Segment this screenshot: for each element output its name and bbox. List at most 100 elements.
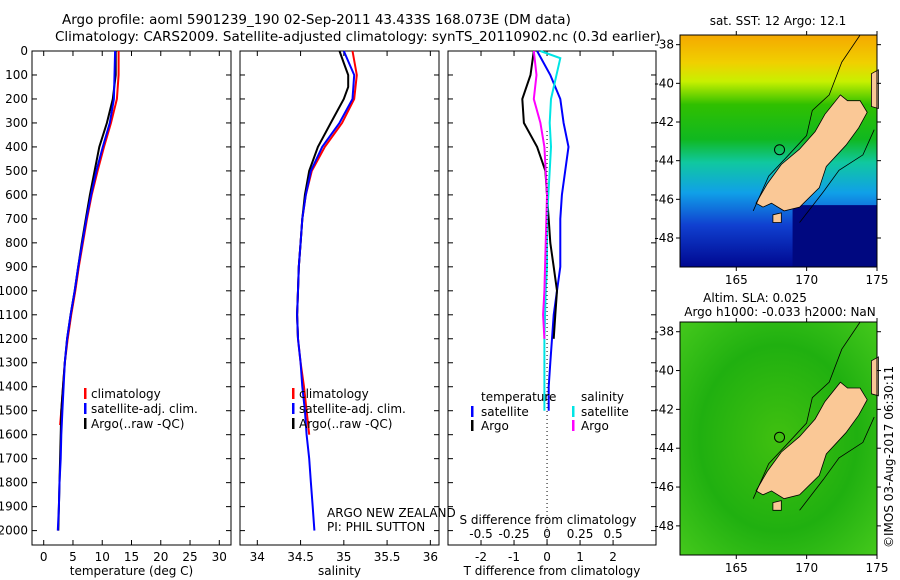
legend-label: satellite-adj. clim. xyxy=(299,402,406,416)
credit-text: ©IMOS 03-Aug-2017 06:30:11 xyxy=(882,365,896,548)
x-tick-label: 35 xyxy=(336,550,351,564)
map-field xyxy=(680,322,877,555)
argo-position-marker xyxy=(774,144,786,156)
x2-tick-label: 0 xyxy=(543,527,551,541)
figure-title-line2: Climatology: CARS2009. Satellite-adjuste… xyxy=(55,29,661,45)
x-tick-label: 34.5 xyxy=(287,550,314,564)
profile-panel-1: 0100200300400500600700800900100011001200… xyxy=(0,44,232,578)
land-stewart-island xyxy=(772,212,782,223)
y-tick-label: 1900 xyxy=(0,500,28,514)
y-tick-label: -48 xyxy=(654,519,674,533)
x-tick-label: 175 xyxy=(866,273,889,287)
bathymetry-contour xyxy=(799,129,875,223)
x-tick-label: 10 xyxy=(95,550,110,564)
x-tick-label: 170 xyxy=(795,561,818,575)
legend-title: temperature xyxy=(481,390,556,404)
y-tick-label: 100 xyxy=(5,68,28,82)
argo-position-marker xyxy=(774,431,786,443)
annotation-line: PI: PHIL SUTTON xyxy=(327,520,425,534)
x-tick-label: 15 xyxy=(124,550,139,564)
series-line-s-argo xyxy=(532,50,549,339)
y-tick-label: -40 xyxy=(654,76,674,90)
y-tick-label: -40 xyxy=(654,364,674,378)
x2-axis-label: S difference from climatology xyxy=(460,513,637,527)
y-tick-label: 400 xyxy=(5,140,28,154)
x-tick-label: 175 xyxy=(866,561,889,575)
series-line-argo-raw-qc- xyxy=(57,51,117,531)
y-tick-label: 1000 xyxy=(0,284,28,298)
y-tick-label: -42 xyxy=(654,115,674,129)
y-tick-label: 1800 xyxy=(0,476,28,490)
y-tick-label: -38 xyxy=(654,325,674,339)
map-deep-cold-region xyxy=(792,205,877,267)
y-tick-label: -44 xyxy=(654,154,674,168)
legend-swatch xyxy=(84,418,87,429)
x-axis-label: temperature (deg C) xyxy=(70,564,193,578)
x-axis-label: T difference from climatology xyxy=(463,564,641,578)
map-title: sat. SST: 12 Argo: 12.1 xyxy=(710,14,847,28)
land-south-island xyxy=(755,381,868,500)
x2-tick-label: 0.25 xyxy=(567,527,594,541)
annotation-line: ARGO NEW ZEALAND xyxy=(327,506,456,520)
map-frame xyxy=(679,34,878,268)
y-tick-label: -42 xyxy=(654,402,674,416)
bathymetry-contour xyxy=(799,416,875,511)
y-tick-label: 1400 xyxy=(0,380,28,394)
y-tick-label: 700 xyxy=(5,212,28,226)
bathymetry-contour xyxy=(752,321,861,499)
y-tick-label: 1700 xyxy=(0,452,28,466)
land-south-island xyxy=(755,94,868,212)
legend-label: climatology xyxy=(91,387,161,401)
y-tick-label: 600 xyxy=(5,188,28,202)
y-tick-label: -44 xyxy=(654,441,674,455)
x-tick-label: 170 xyxy=(795,273,818,287)
y-tick-label: -46 xyxy=(654,192,674,206)
x-tick-label: 25 xyxy=(182,550,197,564)
y-tick-label: 300 xyxy=(5,116,28,130)
y-tick-label: 800 xyxy=(5,236,28,250)
x-tick-label: 20 xyxy=(153,550,168,564)
legend-label: satellite xyxy=(581,405,629,419)
legend-label: Argo(..raw -QC) xyxy=(91,417,184,431)
legend-swatch xyxy=(572,420,575,431)
legend-swatch xyxy=(292,403,295,414)
legend-label: climatology xyxy=(299,387,369,401)
profile-panel-2: 34 34.5 35 35.5 36 salinity climatologysatelli… xyxy=(239,50,456,578)
y-tick-label: 200 xyxy=(5,92,28,106)
map-subtitle: Argo h1000: -0.033 h2000: NaN xyxy=(684,305,876,319)
legend-label: satellite xyxy=(481,405,529,419)
plot-frame xyxy=(31,50,232,546)
x-tick-label: 2 xyxy=(609,550,617,564)
x-tick-label: 36 xyxy=(423,550,438,564)
map-panel-1: 165 170 175 -38 -40 -42 -44 -46 -48 sat. SST: 12 … xyxy=(654,14,888,287)
land-stewart-island xyxy=(772,500,782,511)
figure-title-line1: Argo profile: aoml 5901239_190 02-Sep-20… xyxy=(62,12,571,28)
x-tick-label: 34 xyxy=(250,550,265,564)
legend-label: Argo xyxy=(481,419,509,433)
legend-swatch xyxy=(572,406,575,417)
legend-title: salinity xyxy=(581,390,624,404)
x-tick-label: -2 xyxy=(475,550,487,564)
x-tick-label: 30 xyxy=(212,550,227,564)
x2-tick-label: 0.5 xyxy=(604,527,623,541)
map-title: Altim. SLA: 0.025 xyxy=(703,291,807,305)
y-tick-label: 500 xyxy=(5,164,28,178)
y-tick-label: 900 xyxy=(5,260,28,274)
y-tick-label: 1200 xyxy=(0,332,28,346)
legend-label: satellite-adj. clim. xyxy=(91,402,198,416)
profile-panel-3: -2 -1 0 1 2T difference from climatology -0.5… xyxy=(447,50,657,578)
series-line-satellite-adj-clim- xyxy=(56,50,117,531)
x-tick-label: 35.5 xyxy=(374,550,401,564)
legend-swatch xyxy=(84,403,87,414)
x2-tick-label: -0.5 xyxy=(469,527,492,541)
series-line-argo-raw-qc- xyxy=(296,50,350,339)
x-tick-label: 5 xyxy=(69,550,77,564)
x-tick-label: 0 xyxy=(40,550,48,564)
legend-swatch xyxy=(471,406,474,417)
x2-tick-label: -0.25 xyxy=(499,527,530,541)
legend-label: Argo(..raw -QC) xyxy=(299,417,392,431)
y-tick-label: 1500 xyxy=(0,404,28,418)
series-line-satellite-adj-clim- xyxy=(296,50,356,531)
y-tick-label: 1600 xyxy=(0,428,28,442)
map-panel-2: 165 170 175 -38 -40 -42 -44 -46 -48 Altim. SLA: 0… xyxy=(654,291,888,575)
